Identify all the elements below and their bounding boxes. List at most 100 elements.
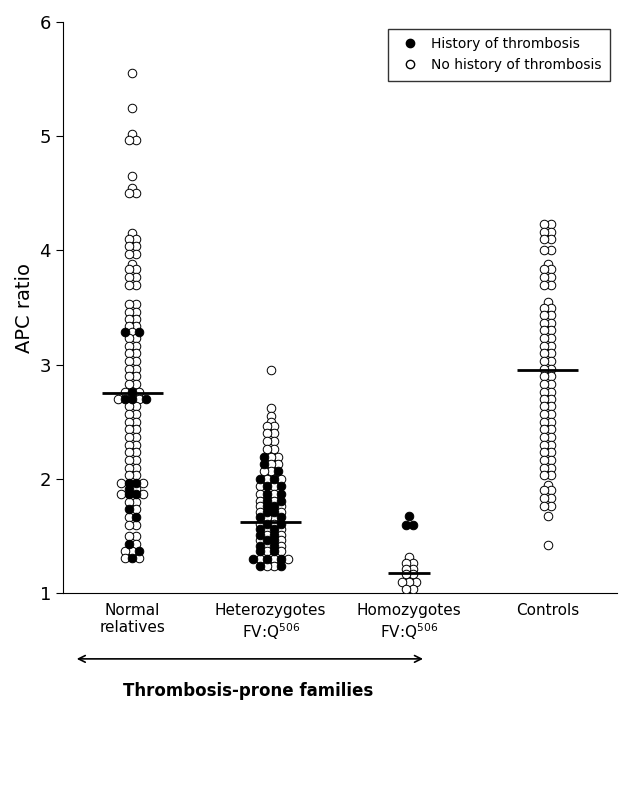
Point xyxy=(546,393,556,406)
Point xyxy=(269,553,279,565)
Point xyxy=(131,332,141,345)
Y-axis label: APC ratio: APC ratio xyxy=(15,263,34,352)
Point xyxy=(539,438,549,451)
Point xyxy=(131,233,141,246)
Point xyxy=(265,402,276,414)
Point xyxy=(123,354,133,367)
Point xyxy=(131,488,141,501)
Point xyxy=(131,408,141,421)
Point xyxy=(283,553,293,565)
Point xyxy=(262,480,272,493)
Point xyxy=(269,494,279,507)
Point xyxy=(262,534,272,546)
Point xyxy=(408,557,418,569)
Point xyxy=(120,552,130,565)
Point xyxy=(127,545,137,558)
Point xyxy=(546,469,556,482)
Point xyxy=(123,271,133,284)
Point xyxy=(123,347,133,360)
Point xyxy=(134,326,144,339)
Point xyxy=(539,324,549,337)
Point xyxy=(273,465,283,478)
Point xyxy=(255,540,265,553)
Point xyxy=(269,545,279,558)
Point xyxy=(539,244,549,257)
Point xyxy=(123,496,133,508)
Point xyxy=(123,469,133,482)
Point xyxy=(408,563,418,576)
Point xyxy=(539,377,549,390)
Point xyxy=(539,454,549,466)
Point xyxy=(127,170,137,183)
Point xyxy=(269,560,279,573)
Point xyxy=(123,400,133,413)
Point xyxy=(276,480,286,493)
Point xyxy=(539,416,549,428)
Point xyxy=(262,443,272,455)
Point xyxy=(273,458,283,470)
Point xyxy=(546,431,556,444)
Point xyxy=(539,263,549,276)
Point xyxy=(113,393,123,406)
Point xyxy=(123,408,133,421)
Point xyxy=(276,545,286,558)
Point xyxy=(269,473,279,485)
Point xyxy=(258,451,269,463)
Point xyxy=(255,480,265,493)
Point xyxy=(269,443,279,455)
Point xyxy=(265,416,276,428)
Point xyxy=(539,385,549,398)
Point xyxy=(131,454,141,466)
Point xyxy=(401,563,411,576)
Point xyxy=(258,458,269,470)
Point xyxy=(123,503,133,516)
Point xyxy=(401,568,411,581)
Point xyxy=(123,511,133,524)
Point xyxy=(408,568,418,581)
Point xyxy=(123,313,133,326)
Point xyxy=(131,134,141,147)
Point xyxy=(546,332,556,345)
Point xyxy=(127,326,137,339)
Point xyxy=(269,528,279,541)
Point xyxy=(269,506,279,519)
Point xyxy=(539,233,549,246)
Point xyxy=(131,503,141,516)
Point xyxy=(123,320,133,333)
Point xyxy=(539,500,549,512)
Point xyxy=(546,217,556,230)
Point xyxy=(262,420,272,432)
Point xyxy=(127,552,137,565)
Point xyxy=(539,484,549,497)
Point xyxy=(134,393,144,406)
Point xyxy=(546,363,556,375)
Point xyxy=(142,393,152,406)
Point xyxy=(397,576,407,588)
Point xyxy=(131,537,141,550)
Point xyxy=(255,506,265,519)
Point xyxy=(123,483,133,496)
Point xyxy=(120,393,130,406)
Point xyxy=(539,431,549,444)
Point xyxy=(539,225,549,238)
Point xyxy=(539,363,549,375)
Point xyxy=(127,386,137,398)
Point xyxy=(269,517,279,530)
Point xyxy=(127,101,137,114)
Point xyxy=(546,400,556,413)
Point xyxy=(127,258,137,271)
Point xyxy=(401,557,411,569)
Point xyxy=(123,537,133,550)
Point xyxy=(123,363,133,375)
Point xyxy=(546,385,556,398)
Point xyxy=(269,500,279,512)
Point xyxy=(269,534,279,546)
Point xyxy=(131,347,141,360)
Point xyxy=(273,451,283,463)
Point xyxy=(123,461,133,474)
Point xyxy=(131,416,141,428)
Point xyxy=(116,488,126,501)
Point xyxy=(262,545,272,558)
Point xyxy=(539,279,549,291)
Point xyxy=(408,583,418,596)
